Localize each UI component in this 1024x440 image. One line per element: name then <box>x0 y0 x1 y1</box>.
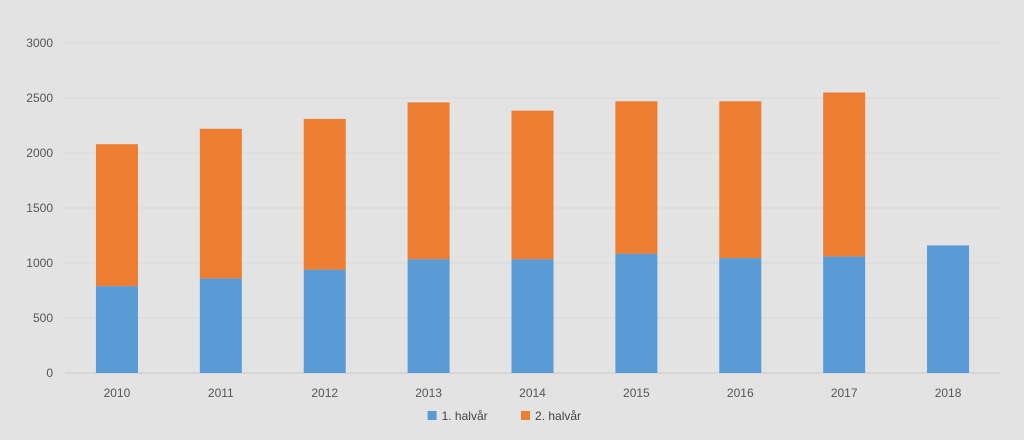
bar-segment <box>615 101 658 254</box>
y-tick-label: 1000 <box>26 256 53 270</box>
x-tick-label: 2010 <box>104 386 131 400</box>
y-tick-label: 500 <box>33 311 53 325</box>
x-tick-label: 2017 <box>831 386 858 400</box>
legend-swatch <box>521 411 530 420</box>
x-tick-label: 2011 <box>208 386 234 400</box>
y-tick-label: 3000 <box>26 36 53 50</box>
x-tick-label: 2016 <box>727 386 754 400</box>
bar-segment <box>407 102 450 260</box>
x-tick-label: 2012 <box>311 386 338 400</box>
legend-swatch <box>427 411 437 420</box>
bar-segment <box>615 253 658 373</box>
bar-segment <box>199 278 242 373</box>
bar-segment <box>199 128 242 279</box>
y-tick-label: 2000 <box>26 146 53 160</box>
bar-segment <box>719 101 762 259</box>
legend-label: 1. halvår <box>442 409 488 423</box>
bar-segment <box>303 269 346 373</box>
bar-segment <box>511 259 554 373</box>
bar-segment <box>95 286 138 373</box>
legend: 1. halvår 2. halvår <box>427 409 581 423</box>
y-tick-label: 1500 <box>26 201 53 215</box>
y-tick-label: 0 <box>46 366 53 380</box>
bar-segment <box>407 259 450 373</box>
bar-segment <box>511 110 554 260</box>
axes: 0 500 1000 1500 2000 2500 3000 2010 2011 2012 2013… <box>26 36 961 400</box>
y-tick-label: 2500 <box>26 91 53 105</box>
bar-segment <box>823 256 866 373</box>
x-tick-label: 2018 <box>935 386 962 400</box>
bars <box>95 92 970 373</box>
x-tick-label: 2015 <box>623 386 650 400</box>
bar-segment <box>303 118 346 270</box>
x-tick-label: 2013 <box>415 386 442 400</box>
bar-segment <box>823 92 866 257</box>
x-tick-label: 2014 <box>519 386 546 400</box>
bar-segment <box>927 245 970 373</box>
bar-segment <box>95 144 138 287</box>
bar-segment <box>719 258 762 373</box>
legend-label: 2. halvår <box>535 409 581 423</box>
